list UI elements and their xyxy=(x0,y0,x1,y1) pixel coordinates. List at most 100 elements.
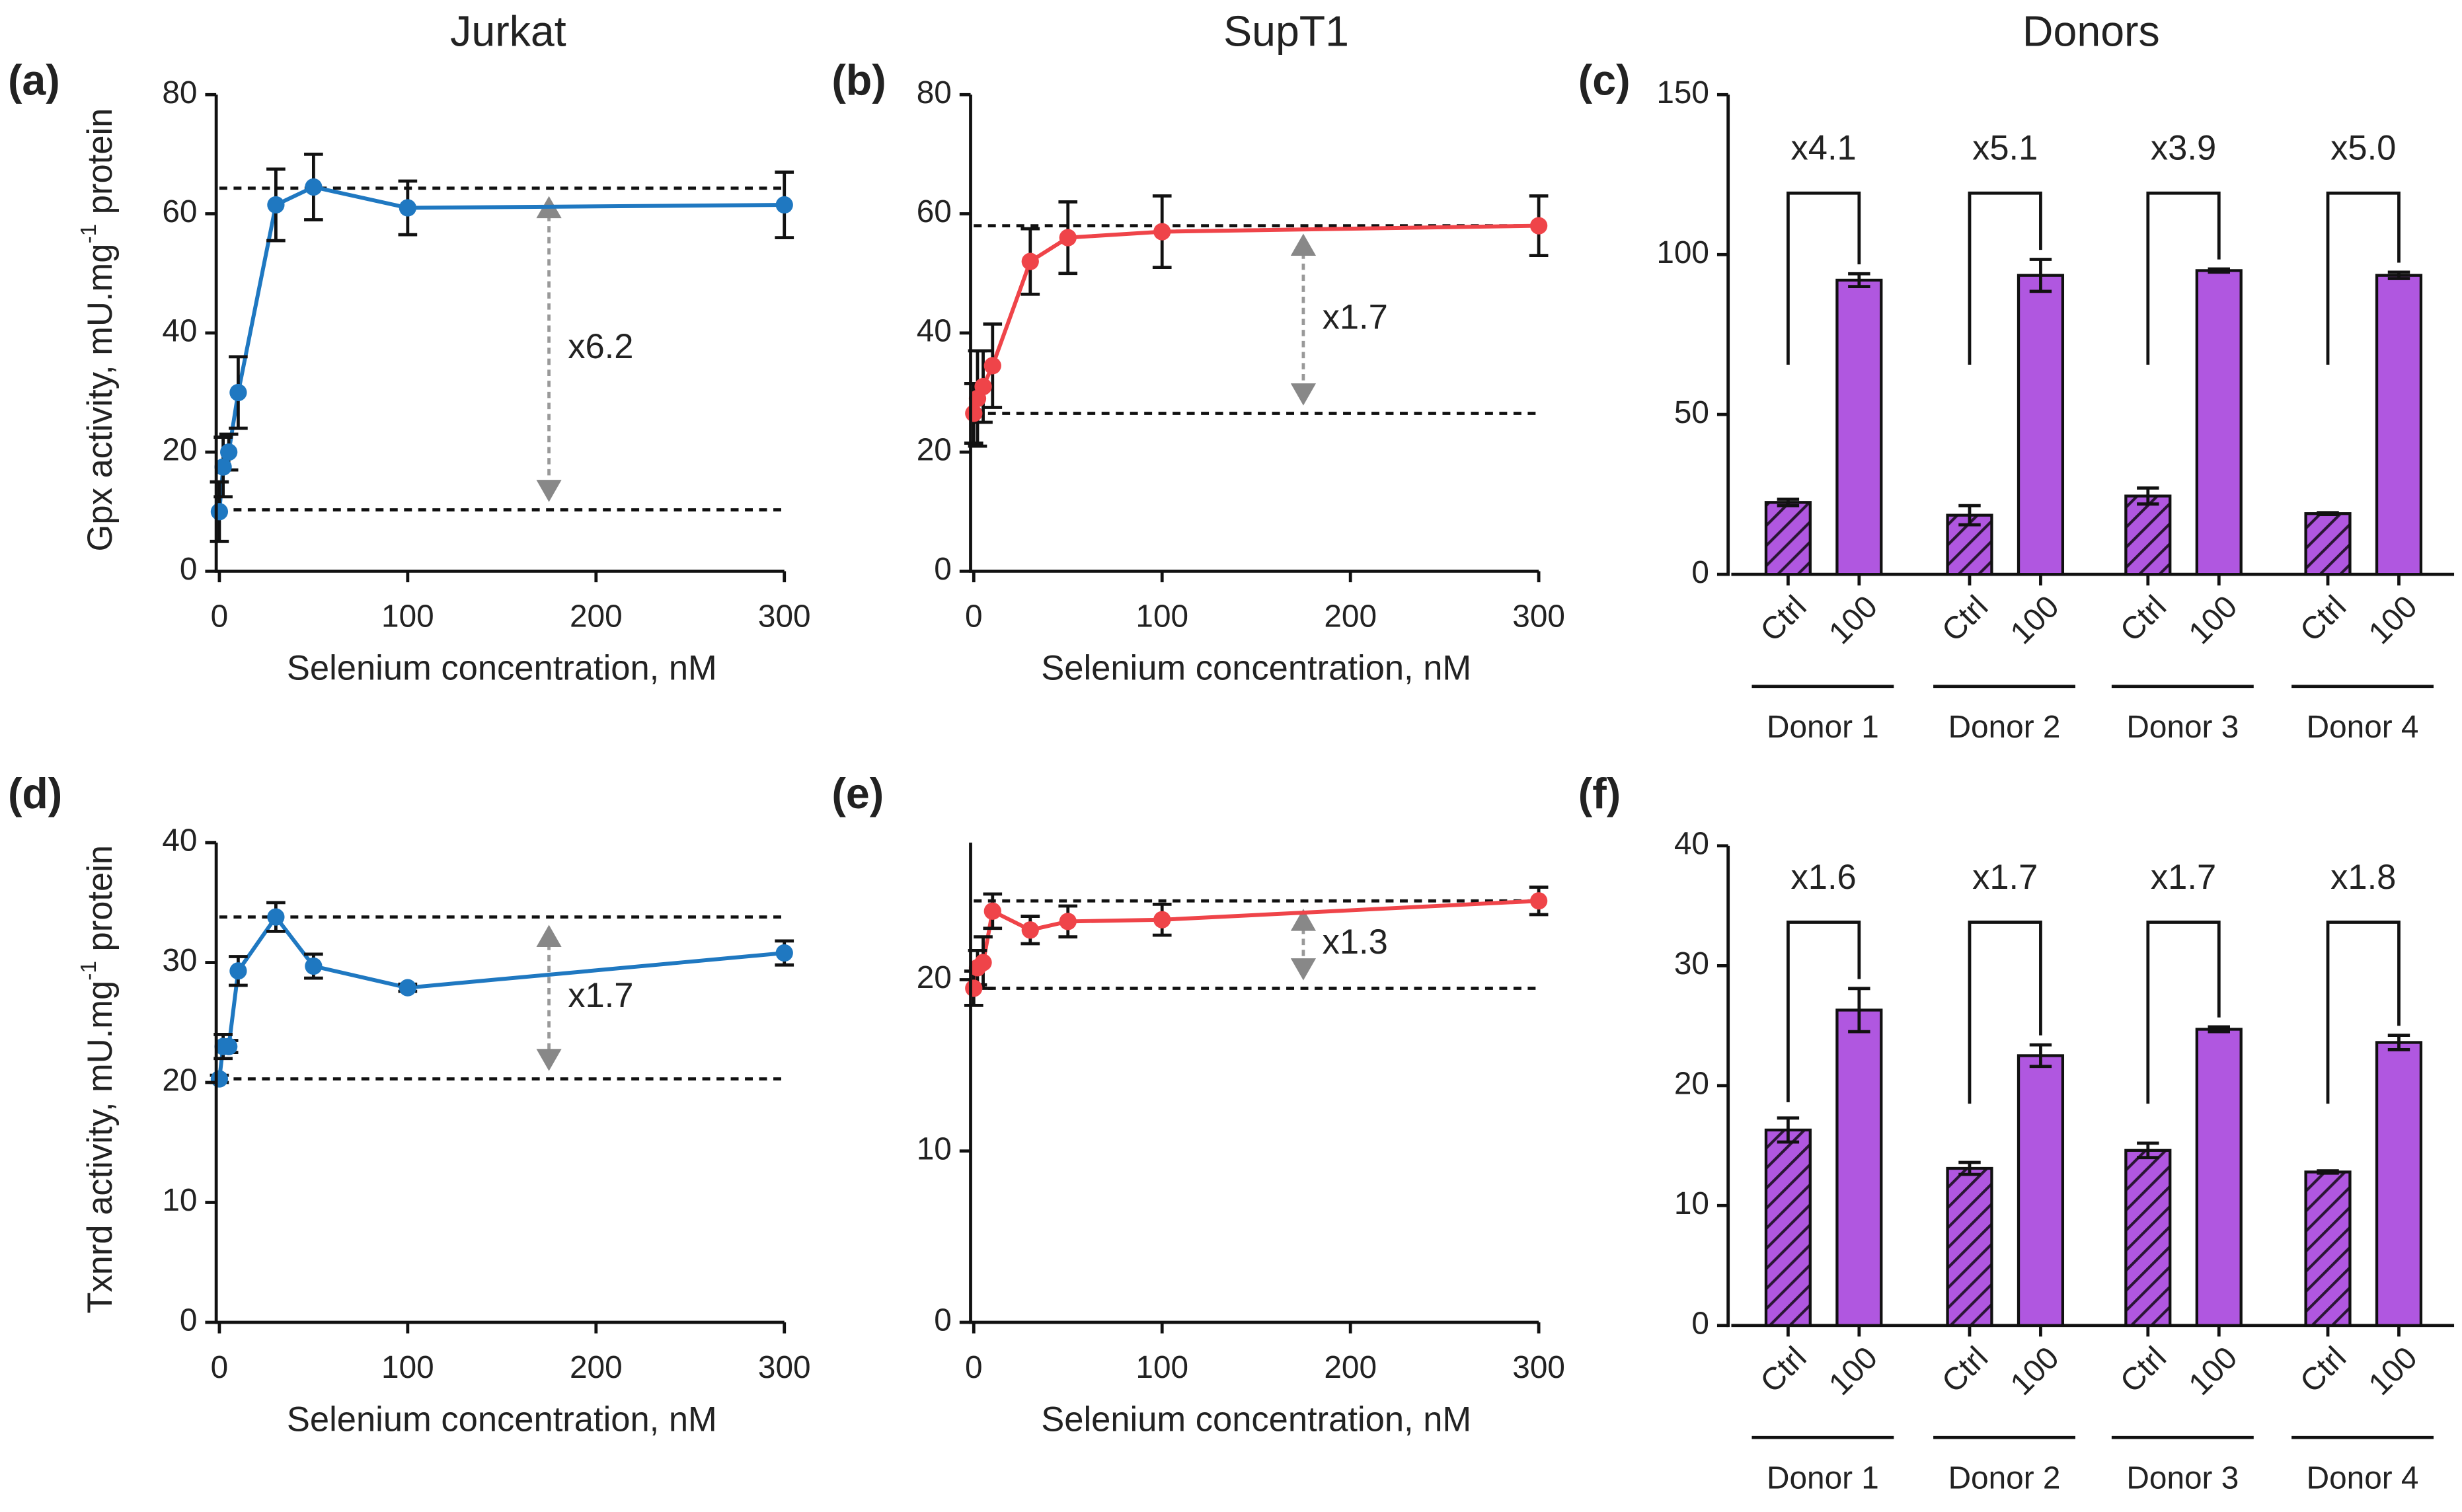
x-tick-label: 100 xyxy=(1135,599,1188,634)
bar xyxy=(2304,512,2352,576)
y-tick-label: 40 xyxy=(917,313,952,348)
y-tick-label: 0 xyxy=(180,1303,198,1338)
arrow-head xyxy=(536,925,562,947)
x-tick-label: 0 xyxy=(965,599,983,634)
fold-label: x3.9 xyxy=(2151,129,2216,168)
y-tick-label: 0 xyxy=(934,552,952,587)
y-axis-label-part: Gpx activity, mU.mg xyxy=(81,244,120,552)
y-tick-label: 0 xyxy=(180,552,198,587)
x-tick-label: 100 xyxy=(381,1350,434,1385)
data-point xyxy=(1021,252,1039,270)
fold-label: x1.8 xyxy=(2330,858,2396,897)
x-tick-label: Ctrl xyxy=(1754,1340,1814,1400)
x-tick-label: Ctrl xyxy=(1935,589,1995,648)
x-axis-label: Selenium concentration, nM xyxy=(287,1400,717,1439)
data-point xyxy=(965,979,983,997)
x-tick-label: Ctrl xyxy=(2114,589,2173,648)
data-point xyxy=(1529,217,1548,235)
x-tick-label: 300 xyxy=(1512,1350,1565,1385)
x-tick-label: 100 xyxy=(1135,1350,1188,1385)
error-bar xyxy=(2208,267,2230,274)
data-line xyxy=(217,184,785,512)
fold-label: x5.1 xyxy=(1972,129,2038,168)
error-bar xyxy=(2387,270,2410,280)
bar xyxy=(1946,1166,1993,1327)
data-point xyxy=(399,199,416,217)
error-bar xyxy=(2317,1169,2339,1175)
y-axis-label-part: protein xyxy=(81,845,120,961)
y-tick-label: 10 xyxy=(1674,1186,1709,1221)
y-axis-label: Txnrd activity, mU.mg-1 protein xyxy=(77,845,120,1314)
data-line xyxy=(972,223,1539,414)
x-tick-label: 300 xyxy=(758,1350,811,1385)
bar xyxy=(2017,1054,2065,1327)
group-label: Donor 2 xyxy=(1948,710,2061,745)
y-axis-label-part: protein xyxy=(81,108,120,224)
data-point xyxy=(1153,911,1171,928)
column-title: Jurkat xyxy=(450,8,566,56)
y-tick-label: 30 xyxy=(162,943,197,978)
x-tick-label: 200 xyxy=(1324,599,1377,634)
panel-label: (b) xyxy=(831,57,886,104)
fold-label: x1.6 xyxy=(1790,858,1856,897)
x-tick-label: 100 xyxy=(2182,589,2245,651)
x-tick-label: 100 xyxy=(2362,1340,2424,1402)
x-tick-label: 200 xyxy=(1324,1350,1377,1385)
panel-label: (d) xyxy=(8,770,62,817)
y-tick-label: 0 xyxy=(1691,555,1709,590)
error-bar xyxy=(1848,272,1870,289)
fold-label: x1.7 xyxy=(568,976,633,1015)
y-axis-label-part: -1 xyxy=(77,224,102,244)
y-tick-label: 10 xyxy=(917,1131,952,1166)
bracket xyxy=(1968,921,2042,1104)
y-tick-label: 10 xyxy=(162,1183,197,1218)
y-axis-label-part: -1 xyxy=(77,961,102,981)
x-tick-label: Ctrl xyxy=(2293,1340,2353,1400)
bracket xyxy=(1968,191,2042,365)
data-point xyxy=(1529,892,1548,910)
x-axis-label: Selenium concentration, nM xyxy=(1041,1400,1471,1439)
data-point xyxy=(1059,229,1077,246)
y-tick-label: 40 xyxy=(162,823,197,858)
y-tick-label: 40 xyxy=(162,313,197,348)
error-bar xyxy=(1958,504,1981,527)
data-point xyxy=(974,377,992,396)
group-label: Donor 2 xyxy=(1948,1460,2061,1495)
y-tick-label: 40 xyxy=(1674,826,1709,861)
y-tick-label: 20 xyxy=(917,960,952,995)
bracket xyxy=(2146,191,2221,365)
panel-label: (a) xyxy=(8,57,60,104)
y-tick-label: 80 xyxy=(917,75,952,110)
x-axis-label: Selenium concentration, nM xyxy=(1041,649,1471,688)
x-tick-label: 100 xyxy=(2362,589,2424,651)
y-axis-label: Gpx activity, mU.mg-1 protein xyxy=(77,108,120,552)
x-tick-label: 0 xyxy=(965,1350,983,1385)
fold-label: x5.0 xyxy=(2330,129,2396,168)
arrow-head xyxy=(1290,909,1317,931)
data-point xyxy=(399,979,416,997)
y-tick-label: 50 xyxy=(1674,395,1709,430)
data-point xyxy=(229,962,247,980)
group-label: Donor 3 xyxy=(2126,710,2239,745)
fold-label: x1.3 xyxy=(1323,923,1388,962)
x-tick-label: 200 xyxy=(570,599,623,634)
arrow-head xyxy=(536,480,562,502)
arrow-head xyxy=(536,1049,562,1071)
x-tick-label: Ctrl xyxy=(2293,589,2353,648)
data-point xyxy=(1059,913,1077,930)
x-tick-label: 100 xyxy=(1822,589,1884,651)
group-label: Donor 4 xyxy=(2307,1460,2419,1495)
panel-label: (c) xyxy=(1578,57,1631,104)
group-label: Donor 4 xyxy=(2307,710,2419,745)
arrow-head xyxy=(1290,233,1317,256)
group-label: Donor 1 xyxy=(1767,710,1879,745)
data-point xyxy=(267,908,285,926)
error-bar xyxy=(2387,1034,2410,1051)
bar xyxy=(2017,274,2065,576)
bar xyxy=(2375,274,2423,576)
y-tick-label: 20 xyxy=(162,1063,197,1098)
fold-label: x4.1 xyxy=(1790,129,1856,168)
bar xyxy=(1764,1128,1812,1327)
column-title: SupT1 xyxy=(1223,8,1349,56)
x-axis-label: Selenium concentration, nM xyxy=(287,649,717,688)
